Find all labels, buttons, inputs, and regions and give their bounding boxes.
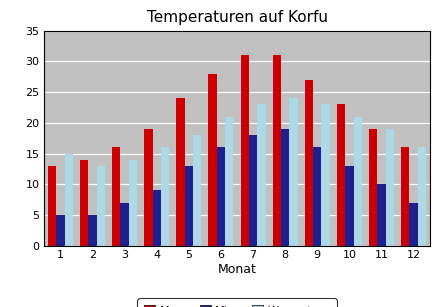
Bar <box>377 184 386 246</box>
Bar <box>354 117 362 246</box>
Bar <box>337 104 345 246</box>
Bar <box>80 160 88 246</box>
Bar <box>345 166 354 246</box>
Bar <box>129 160 137 246</box>
Bar <box>386 129 394 246</box>
Bar <box>56 215 65 246</box>
Bar <box>48 166 56 246</box>
Bar <box>112 147 120 246</box>
Bar <box>272 55 281 246</box>
Bar <box>305 80 313 246</box>
Bar <box>418 147 426 246</box>
Bar <box>281 129 289 246</box>
Bar <box>97 166 105 246</box>
Bar <box>161 147 169 246</box>
Bar <box>120 203 129 246</box>
Legend: Max., Min., Wassertem: Max., Min., Wassertem <box>137 298 337 307</box>
Bar <box>401 147 409 246</box>
Bar <box>322 104 330 246</box>
Bar <box>225 117 233 246</box>
Bar <box>249 135 257 246</box>
X-axis label: Monat: Monat <box>218 263 256 276</box>
Bar <box>65 154 73 246</box>
Bar <box>144 129 152 246</box>
Bar <box>176 98 185 246</box>
Bar <box>289 98 298 246</box>
Bar <box>313 147 322 246</box>
Title: Temperaturen auf Korfu: Temperaturen auf Korfu <box>147 10 327 25</box>
Bar <box>185 166 193 246</box>
Bar <box>257 104 266 246</box>
Bar <box>409 203 418 246</box>
Bar <box>193 135 202 246</box>
Bar <box>369 129 377 246</box>
Bar <box>152 190 161 246</box>
Bar <box>241 55 249 246</box>
Bar <box>88 215 97 246</box>
Bar <box>208 74 217 246</box>
Bar <box>217 147 225 246</box>
